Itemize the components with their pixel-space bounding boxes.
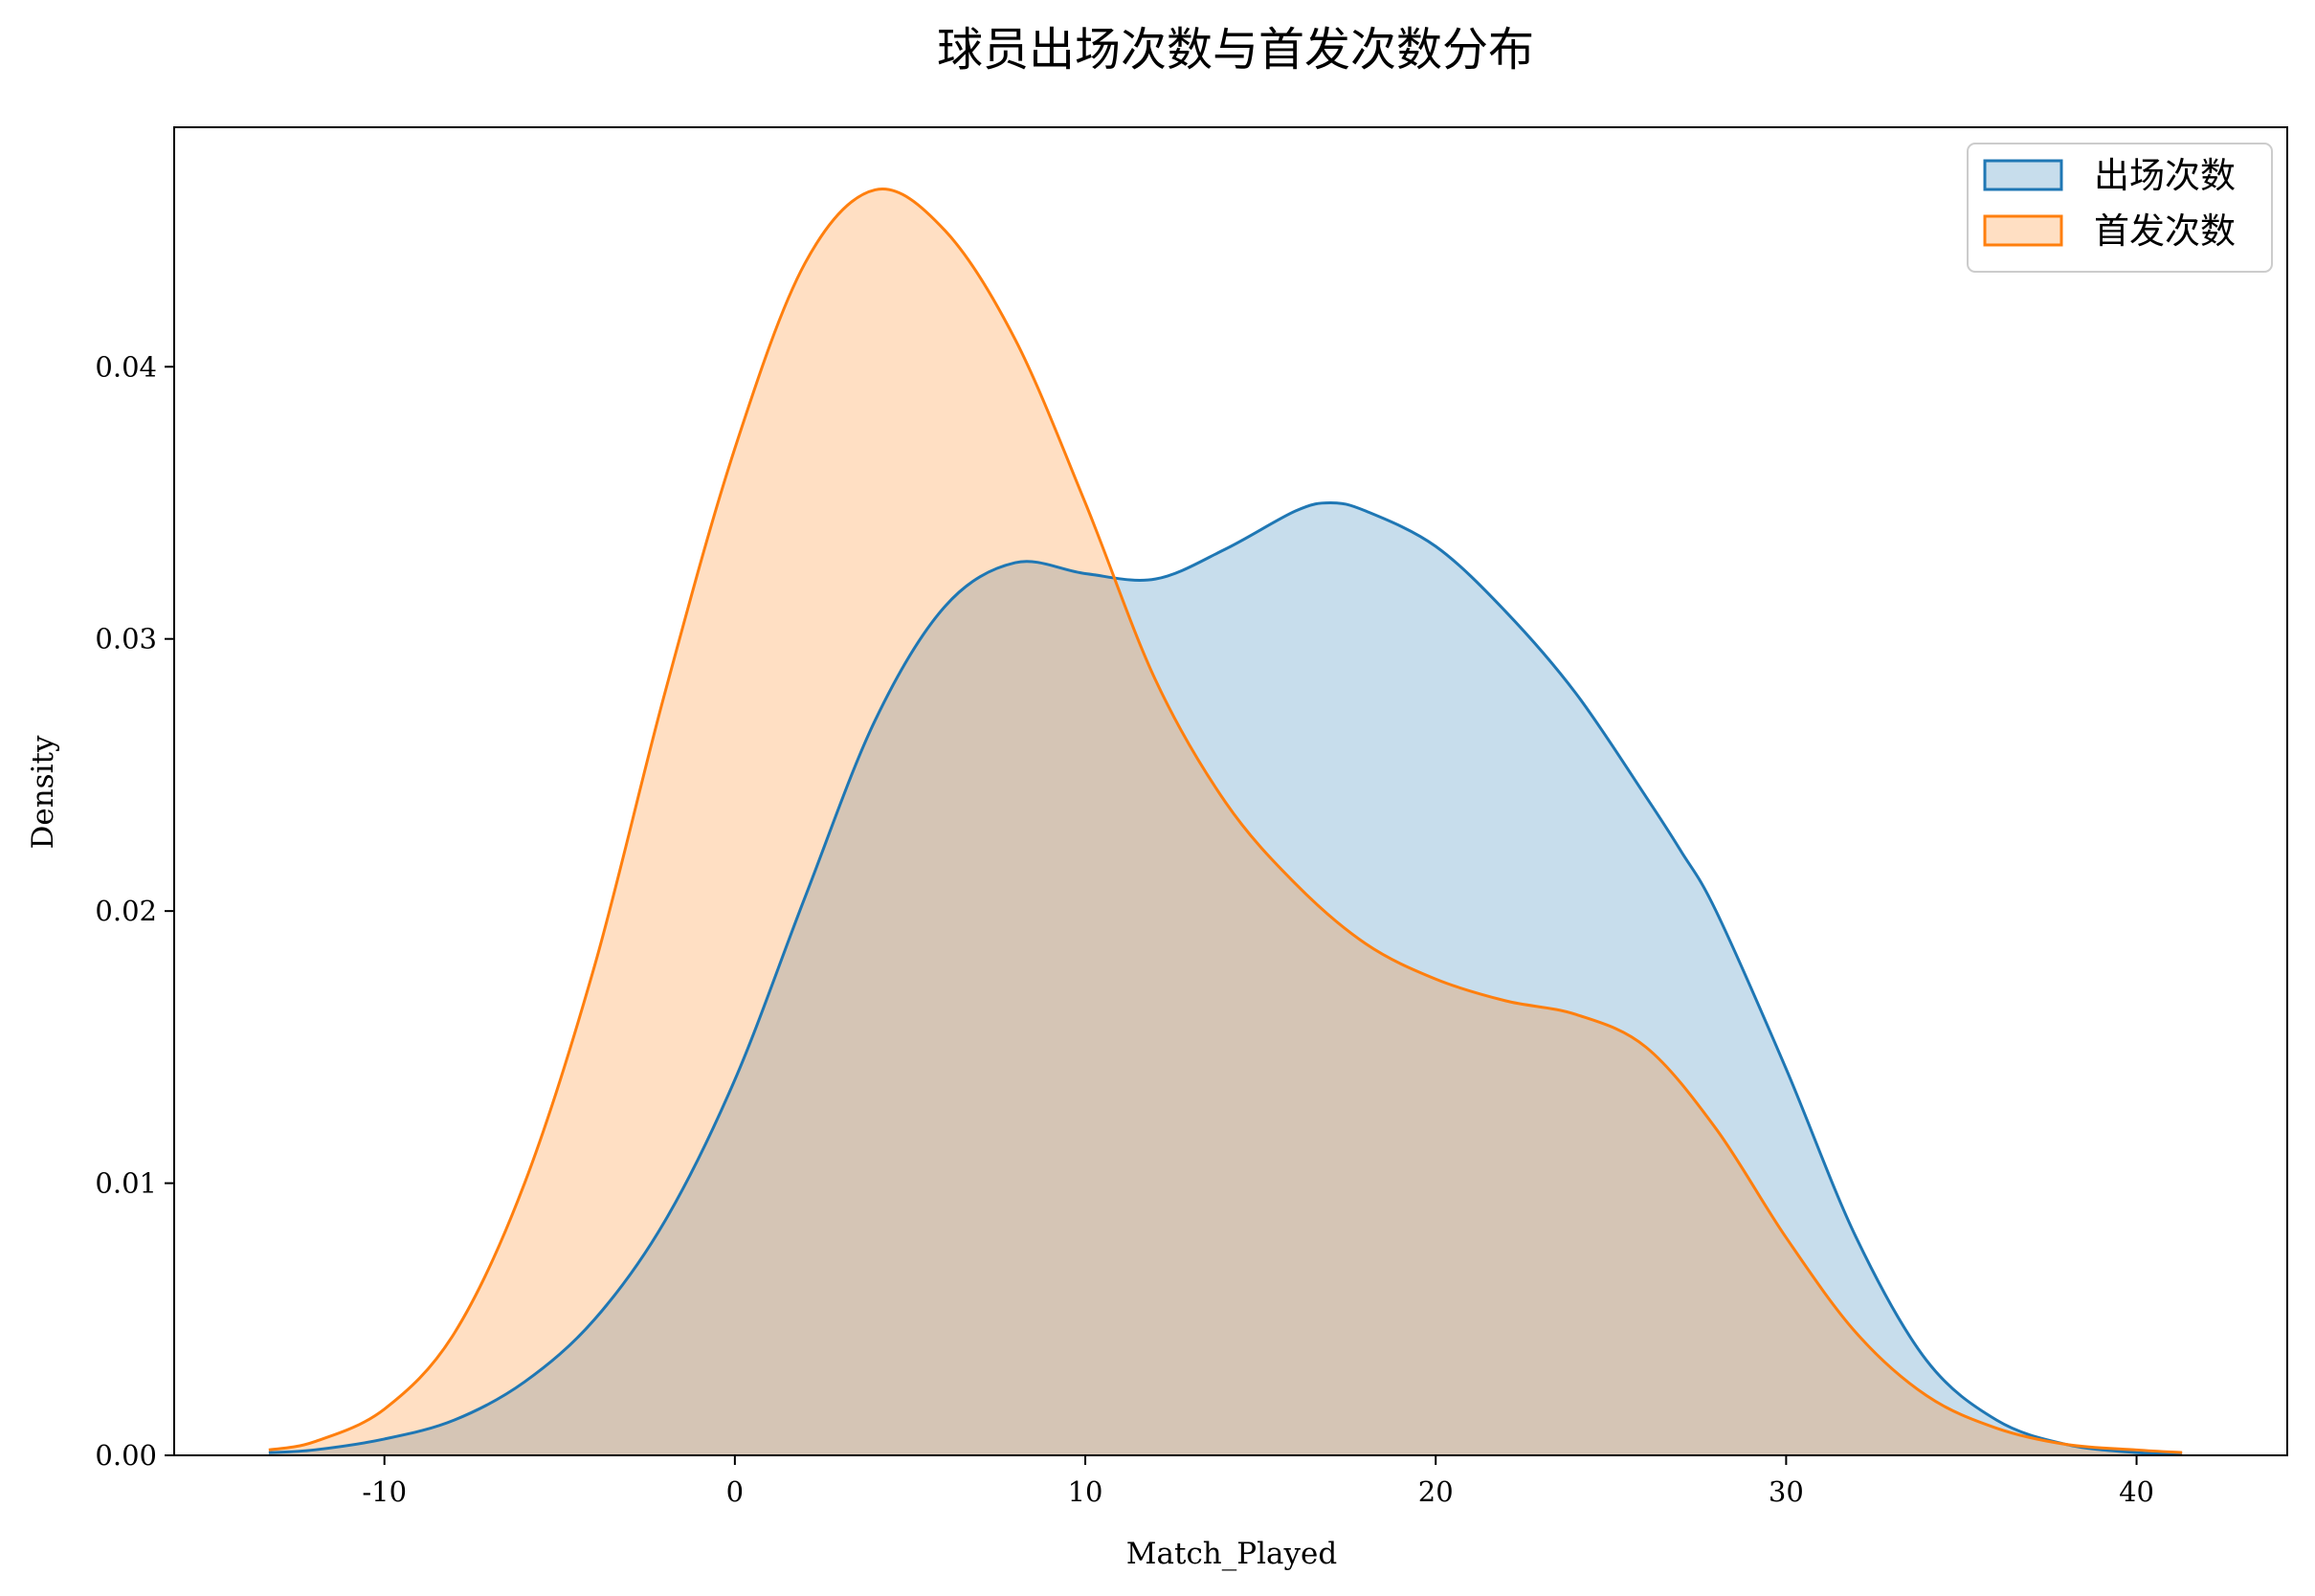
y-tick-label: 0.04 xyxy=(95,350,157,383)
x-tick-label: 10 xyxy=(1068,1475,1103,1508)
y-tick-label: 0.01 xyxy=(95,1167,157,1200)
series-2-area xyxy=(268,188,2183,1455)
axes-frame xyxy=(173,126,2288,1456)
x-tick-label: 20 xyxy=(1418,1475,1454,1508)
legend-box xyxy=(1967,143,2273,273)
x-tick-label: 0 xyxy=(726,1475,744,1508)
legend-swatch-2 xyxy=(1983,214,2063,247)
plot-area xyxy=(173,126,2288,1456)
x-tick-label: 30 xyxy=(1769,1475,1804,1508)
legend-label-2: 首发次数 xyxy=(2094,211,2236,252)
series-1-area xyxy=(268,502,2183,1455)
y-tick-label: 0.00 xyxy=(95,1439,157,1472)
series-1-line xyxy=(268,501,2183,1456)
x-axis-label: Match_Played xyxy=(1126,1537,1337,1571)
series-2-line xyxy=(268,188,2183,1454)
x-tick-label: 40 xyxy=(2119,1475,2154,1508)
legend-label-1: 出场次数 xyxy=(2094,155,2236,196)
y-axis: 0.00 0.01 0.02 0.03 0.04 xyxy=(95,350,174,1472)
y-tick-label: 0.03 xyxy=(95,623,157,655)
legend-swatch-1 xyxy=(1983,159,2063,191)
x-axis: -10 0 10 20 30 40 xyxy=(362,1455,2154,1508)
y-axis-label: Density xyxy=(26,735,60,849)
y-tick-label: 0.02 xyxy=(95,895,157,927)
x-tick-label: -10 xyxy=(362,1475,407,1508)
chart-title: 球员出场次数与首发次数分布 xyxy=(937,23,1534,77)
series-layer xyxy=(268,188,2183,1456)
